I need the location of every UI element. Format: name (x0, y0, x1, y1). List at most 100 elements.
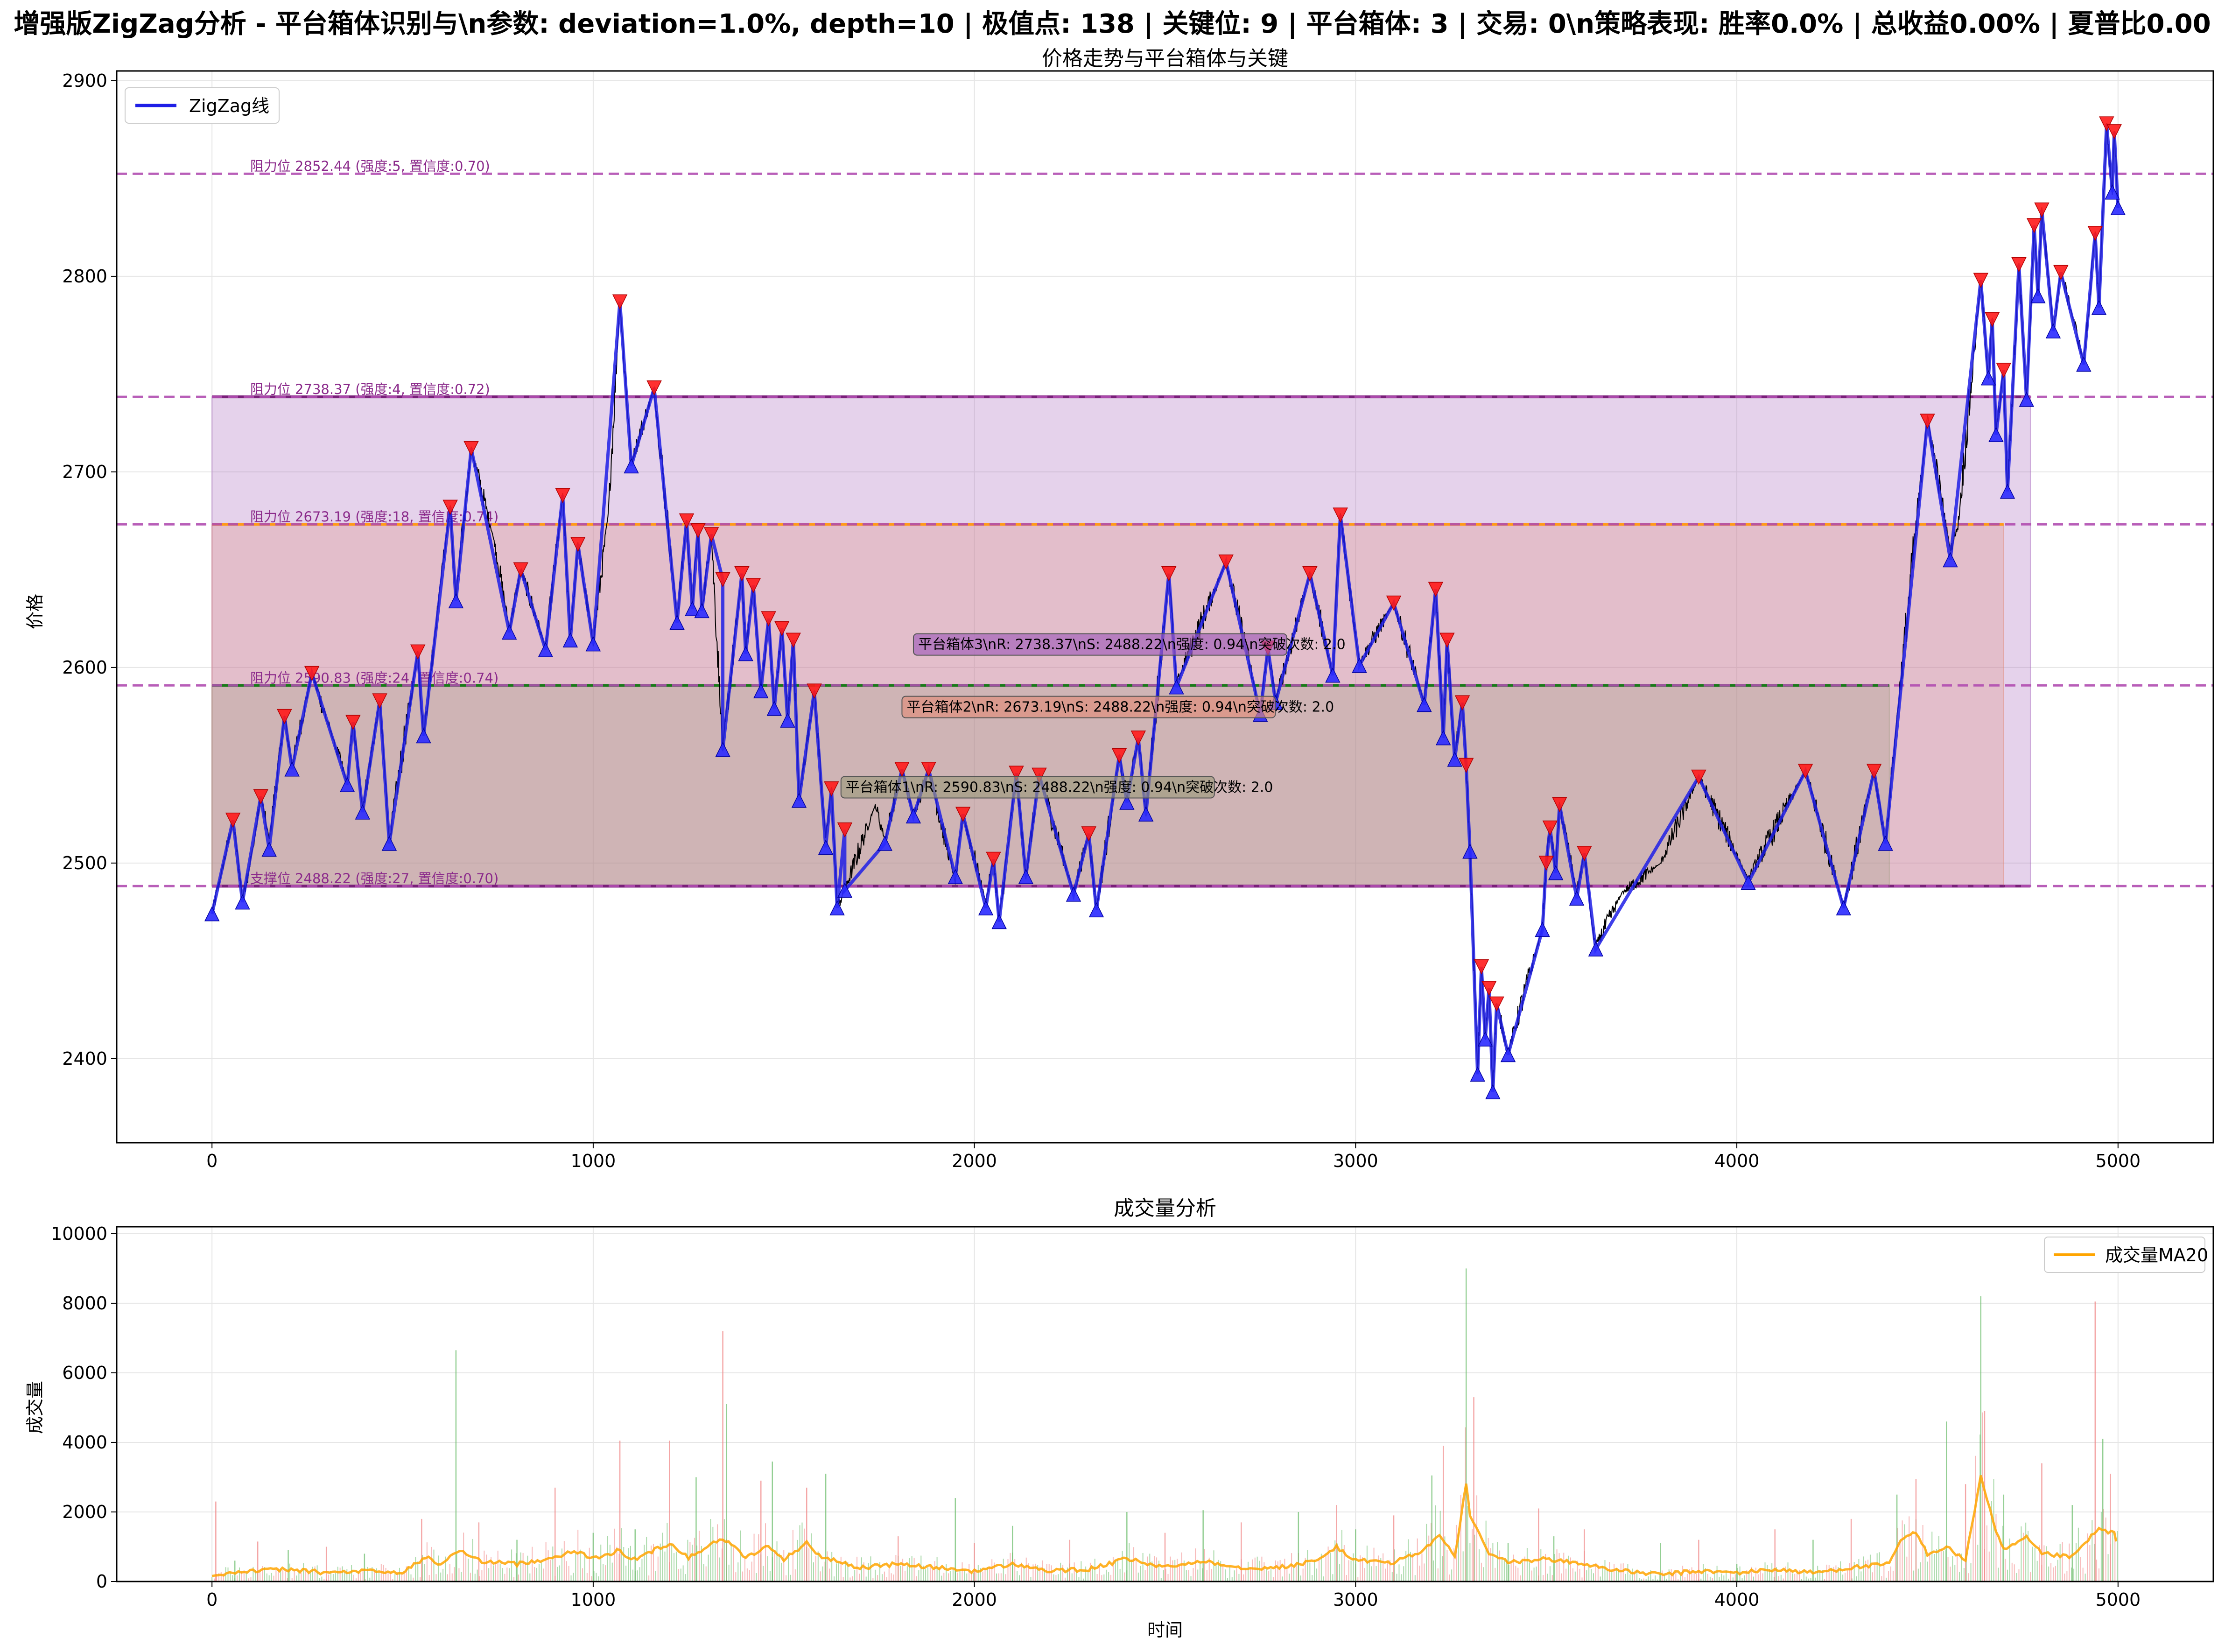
zigzag-peak-marker (837, 822, 853, 838)
price-legend-box (125, 87, 280, 124)
zigzag-peak-marker (1691, 769, 1706, 785)
key-level-label: 阻力位 2852.44 (强度:5, 置信度:0.70) (250, 158, 490, 174)
zigzag-peak-marker (463, 441, 479, 457)
zigzag-peak-marker (277, 709, 292, 724)
zigzag-trough-marker (1548, 865, 1564, 880)
zigzag-peak-marker (555, 488, 570, 503)
zigzag-peak-marker (807, 683, 822, 699)
zigzag-trough-marker (284, 761, 300, 777)
zigzag-trough-marker (905, 808, 921, 824)
zigzag-trough-marker (1588, 941, 1604, 956)
volume-x-tick-label: 1000 (571, 1589, 616, 1610)
volume-legend: 成交量MA20 (2044, 1237, 2208, 1273)
platform-box-label: 平台箱体2\nR: 2673.19\nS: 2488.22\n强度: 0.94\… (906, 699, 1334, 716)
volume-ma20-line (211, 1475, 2118, 1577)
volume-panel: 成交量分析 成交量 时间 0 1000 2000 3000 4000 5000 0 2000 4… (25, 1196, 2214, 1640)
price-gridlines (117, 71, 2213, 1143)
zigzag-peak-marker (1386, 595, 1402, 611)
zigzag-trough-marker (502, 624, 517, 640)
zigzag-trough-marker (1569, 890, 1585, 906)
zigzag-peak-marker (304, 666, 320, 682)
zigzag-peak-marker (1538, 856, 1554, 871)
volume-x-tick-label: 4000 (1714, 1589, 1760, 1610)
zigzag-peak-marker (786, 633, 801, 648)
zigzag-peak-marker (1577, 846, 1592, 861)
zigzag-trough-marker (877, 836, 892, 851)
price-y-tick-label: 2700 (62, 462, 107, 482)
zigzag-peak-marker (372, 693, 387, 709)
zigzag-trough-marker (448, 593, 464, 609)
zigzag-peak-marker (1996, 363, 2012, 378)
zigzag-peak-marker (1985, 312, 2000, 327)
volume-gridlines (117, 1227, 2213, 1582)
zigzag-peak-marker (612, 294, 628, 310)
zigzag-trough-marker (1447, 752, 1462, 767)
price-panel: 价格走势与平台箱体与关键 价格 阻力位 2852.44 (强度:5, 置信度:0… (25, 47, 2214, 1171)
volume-x-tick-label: 5000 (2095, 1589, 2141, 1610)
zigzag-trough-marker (780, 712, 795, 728)
zigzag-trough-marker (685, 601, 700, 616)
volume-x-tick-label: 2000 (952, 1589, 997, 1610)
zigzag-trough-marker (753, 683, 769, 698)
volume-x-tick-label: 3000 (1333, 1589, 1378, 1610)
zigzag-peak-marker (824, 781, 839, 797)
zigzag-trough-marker (1169, 679, 1184, 695)
zigzag-trough-marker (1352, 658, 1367, 673)
zigzag-peak-marker (1032, 767, 1047, 783)
volume-y-tick-label: 10000 (51, 1223, 107, 1244)
zigzag-trough-marker (355, 804, 371, 820)
zigzag-trough-marker (381, 836, 397, 851)
zigzag-trough-marker (538, 642, 554, 657)
zigzag-peak-marker (1797, 764, 1813, 779)
zigzag-peak-marker (2106, 124, 2122, 140)
zigzag-peak-marker (253, 789, 268, 805)
price-panel-title: 价格走势与平台箱体与关键 (1042, 47, 1288, 70)
price-x-tick-label: 1000 (571, 1151, 616, 1171)
zigzag-peak-marker (1130, 730, 1146, 746)
zigzag-peak-marker (225, 812, 241, 828)
zigzag-trough-marker (1500, 1047, 1516, 1062)
zigzag-peak-marker (1973, 273, 1989, 288)
zigzag-trough-marker (1462, 844, 1478, 859)
volume-axis-ticks: 0 1000 2000 3000 4000 5000 0 2000 4000 6000 8000 10… (51, 1223, 2141, 1610)
zigzag-trough-marker (1741, 875, 1756, 890)
zigzag-peak-marker (715, 572, 730, 588)
volume-y-tick-label: 8000 (62, 1293, 107, 1314)
zigzag-trough-marker (978, 900, 994, 915)
volume-y-tick-label: 6000 (62, 1363, 107, 1383)
volume-legend-box (2044, 1237, 2205, 1273)
zigzag-trough-marker (416, 728, 431, 744)
zigzag-trough-marker (339, 777, 355, 793)
zigzag-peak-marker (1552, 797, 1567, 812)
zigzag-peak-marker (1218, 554, 1234, 570)
zigzag-trough-marker (1980, 370, 1996, 386)
zigzag-peak-marker (1542, 820, 1558, 836)
zigzag-trough-marker (1477, 1031, 1493, 1047)
zigzag-trough-marker (837, 882, 853, 898)
price-x-tick-label: 0 (206, 1151, 218, 1171)
zigzag-peak-marker (745, 578, 761, 593)
price-x-tick-label: 4000 (1714, 1151, 1760, 1171)
zigzag-peak-marker (1333, 507, 1348, 523)
zigzag-peak-marker (513, 562, 528, 578)
platform-box-label-bg (840, 776, 1215, 799)
zigzag-peak-marker (1474, 959, 1489, 975)
key-level-label: 支撑位 2488.22 (强度:27, 置信度:0.70) (250, 871, 498, 886)
zigzag-trough-marker (694, 603, 709, 619)
zigzag-trough-marker (624, 458, 639, 474)
zigzag-trough-marker (1018, 869, 1034, 884)
zigzag-trough-marker (2110, 200, 2126, 216)
platform-box-label: 平台箱体1\nR: 2590.83\nS: 2488.22\n强度: 0.94\… (846, 779, 1273, 795)
zigzag-peak-marker (1081, 826, 1096, 842)
zigzag-trough-marker (829, 900, 845, 915)
zigzag-peak-marker (955, 807, 971, 822)
zigzag-trough-marker (1485, 1084, 1501, 1099)
zigzag-trough-marker (585, 636, 601, 652)
volume-legend-label: 成交量MA20 (2105, 1245, 2208, 1265)
zigzag-peak-marker (761, 611, 776, 626)
zigzag-trough-marker (2019, 392, 2035, 407)
zigzag-trough-marker (562, 632, 578, 647)
zigzag-peak-marker (1920, 414, 1935, 429)
price-y-tick-label: 2800 (62, 266, 107, 287)
zigzag-trough-marker (791, 793, 807, 808)
